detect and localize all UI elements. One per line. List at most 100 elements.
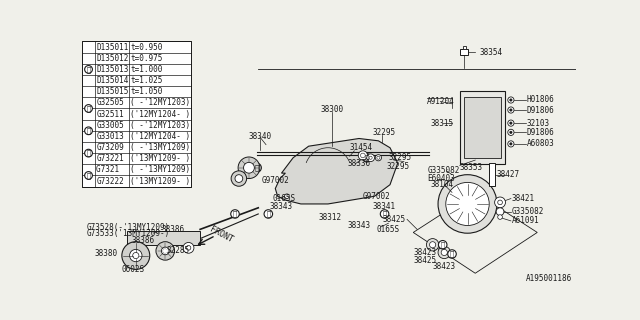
Bar: [463, 97, 501, 158]
Text: D135015: D135015: [96, 87, 129, 96]
Circle shape: [508, 107, 514, 113]
Text: t=1.000: t=1.000: [131, 65, 163, 74]
Text: ③: ③: [86, 127, 91, 134]
Text: G73209: G73209: [96, 143, 124, 152]
Circle shape: [122, 242, 150, 269]
Circle shape: [498, 200, 502, 205]
Circle shape: [252, 163, 261, 172]
Circle shape: [508, 141, 514, 147]
Text: 38354: 38354: [480, 48, 503, 57]
Circle shape: [231, 171, 246, 186]
Circle shape: [429, 242, 436, 248]
Text: G73528(-'13MY1209): G73528(-'13MY1209): [86, 222, 170, 232]
Text: ⑤: ⑤: [383, 211, 387, 217]
Text: 38425: 38425: [382, 215, 406, 224]
Text: 38336: 38336: [348, 159, 371, 168]
Text: ( -'12MY1203): ( -'12MY1203): [131, 121, 191, 130]
Text: ('12MY1204- ): ('12MY1204- ): [131, 109, 191, 118]
Circle shape: [369, 156, 372, 159]
Circle shape: [130, 249, 142, 262]
Circle shape: [377, 156, 380, 159]
Text: t=1.025: t=1.025: [131, 76, 163, 85]
Text: 38312: 38312: [319, 212, 342, 221]
Text: 38341: 38341: [373, 202, 396, 211]
Circle shape: [244, 162, 254, 173]
Text: ( -'13MY1209): ( -'13MY1209): [131, 143, 191, 152]
Circle shape: [231, 210, 239, 218]
Text: A61091: A61091: [511, 216, 540, 225]
Text: 0602S: 0602S: [121, 265, 144, 274]
Circle shape: [509, 99, 512, 101]
Text: 38380: 38380: [94, 250, 117, 259]
Circle shape: [380, 210, 389, 218]
Circle shape: [508, 97, 514, 103]
Text: 31454: 31454: [349, 143, 373, 152]
Circle shape: [360, 153, 365, 158]
Text: 38386: 38386: [161, 225, 184, 234]
Circle shape: [84, 149, 92, 157]
Text: ( -'12MY1203): ( -'12MY1203): [131, 98, 191, 108]
Bar: [460, 91, 505, 164]
Circle shape: [132, 252, 139, 259]
Text: ( -'13MY1209): ( -'13MY1209): [131, 165, 191, 174]
Circle shape: [84, 105, 92, 112]
Circle shape: [438, 241, 447, 249]
Circle shape: [509, 122, 512, 124]
Text: 38343: 38343: [270, 202, 293, 211]
Text: ('12MY1204- ): ('12MY1204- ): [131, 132, 191, 141]
Bar: [463, 46, 466, 49]
Text: G33005: G33005: [96, 121, 124, 130]
Text: 38423: 38423: [433, 262, 456, 271]
Circle shape: [495, 197, 506, 208]
Text: G73533('13MY1209-): G73533('13MY1209-): [86, 229, 170, 238]
Circle shape: [358, 151, 367, 160]
Text: G73222: G73222: [96, 177, 124, 186]
Text: ('13MY1209- ): ('13MY1209- ): [131, 177, 191, 186]
Text: ②: ②: [233, 211, 237, 217]
Text: G33013: G33013: [96, 132, 124, 141]
Text: 38300: 38300: [320, 105, 344, 114]
Text: ①: ①: [440, 242, 445, 248]
Bar: [83, 42, 191, 187]
Text: ③: ③: [365, 155, 369, 161]
Text: A195001186: A195001186: [526, 274, 572, 283]
Text: 32295: 32295: [386, 163, 409, 172]
Text: 38427: 38427: [497, 170, 520, 179]
Text: E60403: E60403: [428, 174, 455, 183]
Circle shape: [438, 175, 497, 233]
Circle shape: [235, 175, 243, 182]
Circle shape: [161, 247, 169, 255]
Bar: [489, 163, 495, 186]
Text: G73221: G73221: [96, 154, 124, 163]
Circle shape: [264, 210, 273, 218]
Text: 0165S: 0165S: [376, 225, 399, 234]
Text: D135012: D135012: [96, 54, 129, 63]
Circle shape: [509, 131, 512, 133]
Text: D135011: D135011: [96, 43, 129, 52]
Text: A91204: A91204: [428, 97, 455, 106]
Text: ①: ①: [86, 66, 91, 73]
Circle shape: [448, 250, 456, 258]
Text: G7321: G7321: [96, 165, 124, 174]
Bar: [460, 49, 467, 55]
Circle shape: [186, 245, 191, 250]
Text: ④: ④: [86, 150, 91, 156]
Circle shape: [441, 249, 447, 256]
Circle shape: [375, 155, 381, 161]
Text: 32103: 32103: [527, 119, 550, 128]
Circle shape: [84, 127, 92, 135]
Bar: [127, 231, 200, 245]
Text: 38104: 38104: [430, 180, 453, 189]
Text: D135014: D135014: [96, 76, 129, 85]
Circle shape: [508, 120, 514, 126]
Text: t=0.975: t=0.975: [131, 54, 163, 63]
Circle shape: [496, 208, 504, 215]
Text: ⑤: ⑤: [86, 172, 91, 179]
Text: 38353: 38353: [460, 163, 483, 172]
Text: ②: ②: [86, 105, 91, 112]
Circle shape: [84, 172, 92, 179]
Circle shape: [362, 154, 371, 162]
Text: H01806: H01806: [527, 95, 554, 105]
Text: G335082: G335082: [428, 166, 460, 175]
Text: 38386: 38386: [132, 236, 155, 245]
